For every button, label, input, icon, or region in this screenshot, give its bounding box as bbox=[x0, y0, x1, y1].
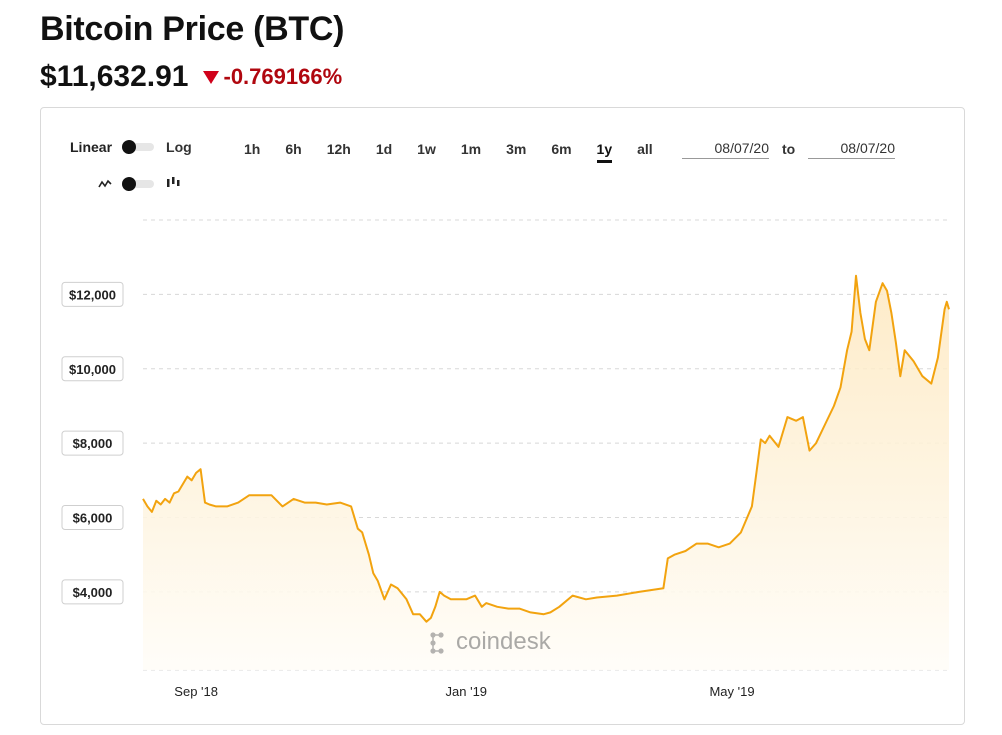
y-tick-box bbox=[61, 505, 124, 531]
date-from-input[interactable] bbox=[682, 138, 769, 159]
price-line bbox=[142, 274, 950, 623]
y-tick-label: $12,000 bbox=[61, 281, 124, 307]
x-tick-label: May '19 bbox=[709, 684, 754, 699]
date-separator: to bbox=[782, 141, 796, 157]
y-tick-text: $10,000 bbox=[69, 362, 116, 377]
scale-switch[interactable] bbox=[122, 140, 155, 154]
current-price: $11,632.91 bbox=[40, 60, 189, 93]
range-button-1y[interactable]: 1y bbox=[596, 141, 613, 163]
range-button-1m[interactable]: 1m bbox=[460, 141, 482, 157]
y-tick-text: $6,000 bbox=[73, 511, 113, 526]
chart-type-toggle[interactable] bbox=[98, 176, 180, 192]
range-selector: 1h 6h 12h 1d 1w 1m 3m 6m 1y all bbox=[244, 141, 678, 163]
chart-card: Linear Log 1h 6h 12h 1d 1w 1m 3m 6m 1y all to $4,… bbox=[40, 107, 965, 725]
date-to-input[interactable] bbox=[808, 138, 895, 159]
y-tick-label: $10,000 bbox=[61, 356, 124, 382]
scale-switch-knob[interactable] bbox=[122, 140, 137, 154]
chart-type-switch[interactable] bbox=[122, 177, 154, 191]
range-button-1h[interactable]: 1h bbox=[244, 141, 261, 157]
price-row: $11,632.91 -0.769166% bbox=[40, 60, 342, 94]
scale-linear-label[interactable]: Linear bbox=[70, 139, 113, 155]
coindesk-logo-icon bbox=[432, 634, 441, 652]
y-tick-text: $4,000 bbox=[73, 585, 113, 600]
range-button-all[interactable]: all bbox=[637, 141, 653, 157]
y-tick-box bbox=[61, 430, 124, 456]
scale-log-label[interactable]: Log bbox=[166, 139, 192, 155]
down-triangle-icon bbox=[202, 70, 219, 84]
candlestick-icon[interactable] bbox=[166, 176, 180, 192]
range-button-6m[interactable]: 6m bbox=[551, 141, 572, 157]
range-button-6h[interactable]: 6h bbox=[285, 141, 302, 157]
coindesk-watermark: coindesk bbox=[430, 628, 552, 655]
range-button-3m[interactable]: 3m bbox=[506, 141, 527, 157]
y-tick-text: $12,000 bbox=[69, 287, 116, 302]
chart-type-switch-knob[interactable] bbox=[122, 177, 136, 191]
y-tick-label: $8,000 bbox=[61, 430, 124, 456]
line-chart-icon[interactable] bbox=[98, 176, 112, 192]
range-button-1w[interactable]: 1w bbox=[417, 141, 436, 157]
y-tick-label: $4,000 bbox=[61, 579, 124, 605]
price-change: -0.769166% bbox=[223, 64, 343, 89]
y-tick-text: $8,000 bbox=[73, 436, 113, 451]
price-chart[interactable]: $4,000 $6,000 $8,000 $10,000 $12,000 Sep '18 J… bbox=[41, 108, 964, 724]
range-button-1d[interactable]: 1d bbox=[375, 141, 393, 157]
y-tick-box bbox=[61, 356, 124, 382]
page-title: Bitcoin Price (BTC) bbox=[40, 10, 345, 48]
price-area bbox=[143, 275, 949, 670]
range-button-12h[interactable]: 12h bbox=[326, 141, 351, 157]
x-tick-label: Jan '19 bbox=[446, 684, 488, 699]
x-tick-label: Sep '18 bbox=[174, 684, 218, 699]
y-tick-box bbox=[61, 281, 124, 307]
y-tick-label: $6,000 bbox=[61, 505, 124, 531]
scale-toggle[interactable]: Linear Log bbox=[70, 139, 192, 155]
coindesk-text: coindesk bbox=[456, 628, 552, 655]
y-tick-box bbox=[61, 579, 124, 605]
